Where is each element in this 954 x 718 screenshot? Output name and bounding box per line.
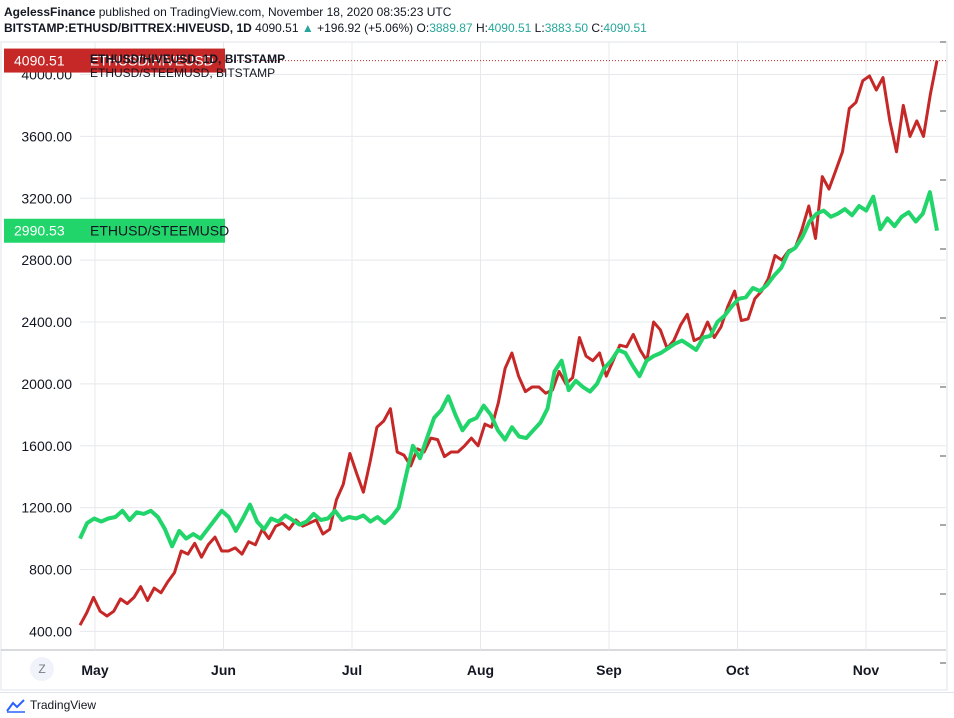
up-arrow-icon: ▲ xyxy=(301,21,314,35)
x-tick-label: Aug xyxy=(467,662,494,678)
y-tick-label: 3200.00 xyxy=(21,190,72,206)
price-tag-bg xyxy=(4,48,225,73)
y-tick-label: 2400.00 xyxy=(21,314,72,330)
last-price: 4090.51 xyxy=(255,21,299,35)
open-value: 3889.87 xyxy=(429,21,473,35)
plot-frame xyxy=(0,41,948,691)
y-tick-label: 2800.00 xyxy=(21,252,72,268)
open-label: O: xyxy=(416,21,430,35)
x-tick-label: Jul xyxy=(342,662,362,678)
x-tick-label: Nov xyxy=(853,662,880,678)
x-tick-label: May xyxy=(81,662,108,678)
y-tick-label: 1200.00 xyxy=(21,500,72,516)
symbol-name: BITSTAMP:ETHUSD/BITTREX:HIVEUSD, 1D xyxy=(4,21,252,35)
price-tag-name: ETHUSD/STEEMUSD xyxy=(90,223,229,239)
price-tag-bg xyxy=(4,218,225,243)
zoom-toggle-button[interactable]: Z xyxy=(30,657,54,681)
tradingview-logo-icon[interactable] xyxy=(6,699,26,713)
ohlc-line: BITSTAMP:ETHUSD/BITTREX:HIVEUSD, 1D 4090… xyxy=(4,21,647,35)
legend-entry: ETHUSD/HIVEUSD, 1D, BITSTAMP xyxy=(90,52,285,66)
price-change: +196.92 (+5.06%) xyxy=(317,21,414,35)
x-tick-label: Jun xyxy=(211,662,236,678)
close-label: C: xyxy=(591,21,604,35)
price-tag-steemusd: 2990.53 ETHUSD/STEEMUSD xyxy=(4,218,229,243)
high-value: 4090.51 xyxy=(487,21,532,35)
price-chart[interactable]: 400.00 800.00 1200.00 1600.00 2000.00 2400.00… xyxy=(0,0,954,692)
close-value: 4090.51 xyxy=(603,21,647,35)
legend-entry: ETHUSD/STEEMUSD, BITSTAMP xyxy=(90,66,275,80)
price-tag-value: 2990.53 xyxy=(14,223,65,239)
x-tick-label: Sep xyxy=(596,662,622,678)
y-tick-label: 400.00 xyxy=(29,623,72,639)
high-label: H: xyxy=(475,21,488,35)
low-value: 3883.50 xyxy=(544,21,589,35)
y-tick-label: 3600.00 xyxy=(21,128,72,144)
author-name[interactable]: AgelessFinance xyxy=(4,5,96,19)
price-tag-name: ETHUSD/HIVEUSD xyxy=(90,53,214,69)
y-tick-label: 800.00 xyxy=(29,562,72,578)
publish-info: published on TradingView.com, November 1… xyxy=(98,5,452,19)
tradingview-brand[interactable]: TradingView xyxy=(30,698,97,712)
series-line-ethusd-steemusd xyxy=(78,190,939,549)
price-tag-value: 4090.51 xyxy=(14,53,65,69)
series-line-ethusd-hiveusd xyxy=(78,60,939,626)
low-label: L: xyxy=(534,21,545,35)
x-tick-label: Oct xyxy=(726,662,750,678)
publish-line: AgelessFinance published on TradingView.… xyxy=(4,5,451,19)
footer: TradingView xyxy=(0,692,954,718)
price-tag-hiveusd: 4090.51 ETHUSD/HIVEUSD xyxy=(4,48,225,73)
y-tick-label: 1600.00 xyxy=(21,438,72,454)
y-tick-label: 2000.00 xyxy=(21,376,72,392)
